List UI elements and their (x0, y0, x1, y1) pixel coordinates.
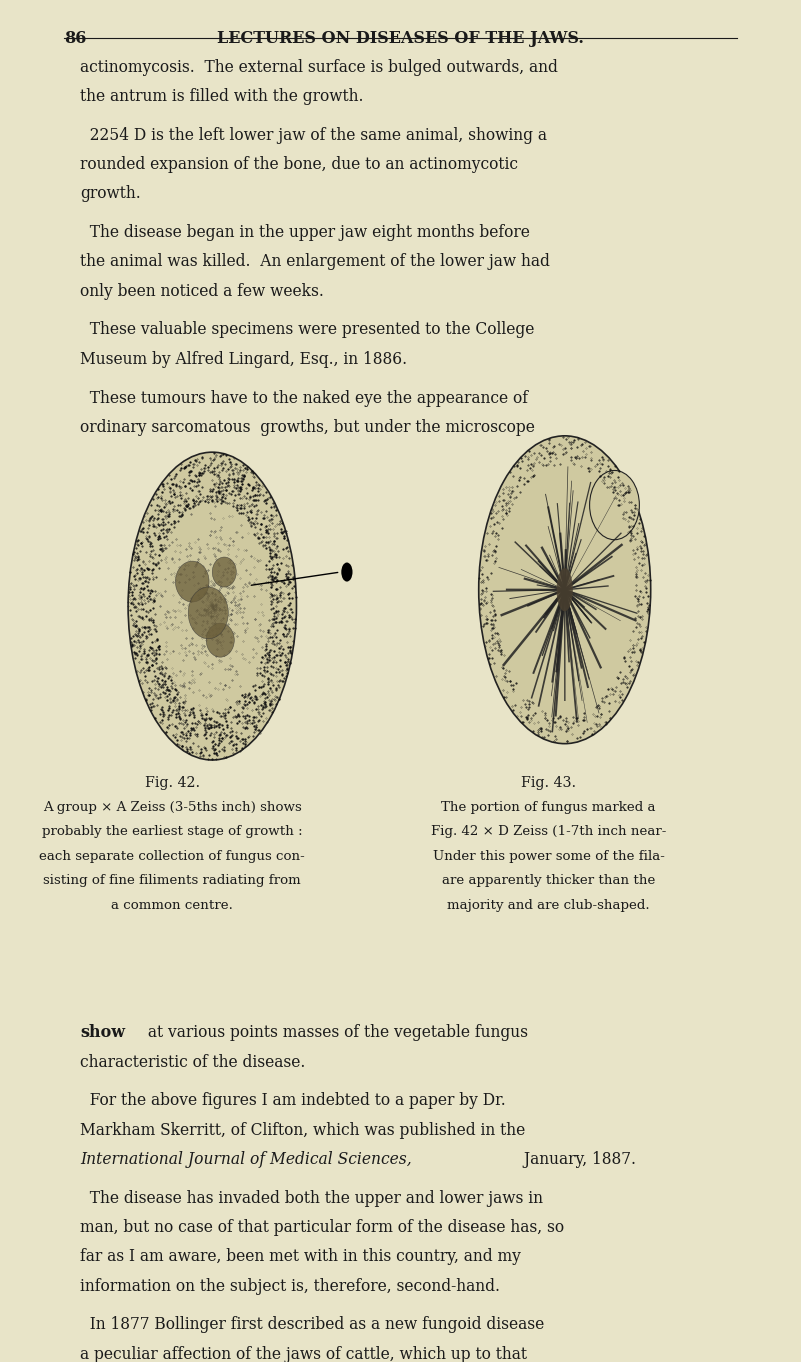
Text: growth.: growth. (80, 185, 141, 202)
Text: information on the subject is, therefore, second-hand.: information on the subject is, therefore… (80, 1278, 500, 1294)
Text: Fig. 42 × D Zeiss (1-7th inch near-: Fig. 42 × D Zeiss (1-7th inch near- (431, 825, 666, 839)
Text: Markham Skerritt, of Clifton, which was published in the: Markham Skerritt, of Clifton, which was … (80, 1122, 525, 1139)
Text: The portion of fungus marked a: The portion of fungus marked a (441, 801, 656, 814)
Text: sisting of fine filiments radiating from: sisting of fine filiments radiating from (43, 874, 301, 888)
Text: man, but no case of that particular form of the disease has, so: man, but no case of that particular form… (80, 1219, 564, 1235)
Text: 86: 86 (64, 30, 87, 46)
Text: majority and are club-shaped.: majority and are club-shaped. (448, 899, 650, 913)
Text: For the above figures I am indebted to a paper by Dr.: For the above figures I am indebted to a… (80, 1092, 506, 1109)
Text: The disease has invaded both the upper and lower jaws in: The disease has invaded both the upper a… (80, 1190, 543, 1207)
Text: January, 1887.: January, 1887. (519, 1151, 636, 1167)
Text: These valuable specimens were presented to the College: These valuable specimens were presented … (80, 321, 534, 338)
Text: Under this power some of the fila-: Under this power some of the fila- (433, 850, 665, 864)
Text: Fig. 43.: Fig. 43. (521, 776, 576, 790)
Text: far as I am aware, been met with in this country, and my: far as I am aware, been met with in this… (80, 1248, 521, 1265)
Text: These tumours have to the naked eye the appearance of: These tumours have to the naked eye the … (80, 390, 528, 406)
Text: at various points masses of the vegetable fungus: at various points masses of the vegetabl… (143, 1024, 528, 1041)
Text: only been noticed a few weeks.: only been noticed a few weeks. (80, 282, 324, 300)
Text: ordinary sarcomatous  growths, but under the microscope: ordinary sarcomatous growths, but under … (80, 418, 535, 436)
Text: LECTURES ON DISEASES OF THE JAWS.: LECTURES ON DISEASES OF THE JAWS. (217, 30, 584, 46)
Text: Museum by Alfred Lingard, Esq., in 1886.: Museum by Alfred Lingard, Esq., in 1886. (80, 350, 407, 368)
Text: International Journal of Medical Sciences,: International Journal of Medical Science… (80, 1151, 412, 1167)
Text: each separate collection of fungus con-: each separate collection of fungus con- (39, 850, 305, 864)
Text: actinomycosis.  The external surface is bulged outwards, and: actinomycosis. The external surface is b… (80, 59, 558, 75)
Text: a peculiar affection of the jaws of cattle, which up to that: a peculiar affection of the jaws of catt… (80, 1346, 527, 1362)
Text: rounded expansion of the bone, due to an actinomycotic: rounded expansion of the bone, due to an… (80, 155, 518, 173)
Circle shape (341, 563, 352, 582)
Ellipse shape (479, 436, 650, 744)
Ellipse shape (128, 452, 296, 760)
Ellipse shape (188, 587, 228, 639)
Text: 2254 D is the left lower jaw of the same animal, showing a: 2254 D is the left lower jaw of the same… (80, 127, 547, 143)
Ellipse shape (590, 470, 639, 539)
Text: In 1877 Bollinger first described as a new fungoid disease: In 1877 Bollinger first described as a n… (80, 1316, 545, 1333)
Text: A group × A Zeiss (3-5ths inch) shows: A group × A Zeiss (3-5ths inch) shows (42, 801, 302, 814)
Ellipse shape (557, 568, 573, 612)
Text: the animal was killed.  An enlargement of the lower jaw had: the animal was killed. An enlargement of… (80, 253, 550, 270)
Text: characteristic of the disease.: characteristic of the disease. (80, 1054, 305, 1071)
Text: the antrum is filled with the growth.: the antrum is filled with the growth. (80, 87, 364, 105)
Text: are apparently thicker than the: are apparently thicker than the (442, 874, 655, 888)
Text: a common centre.: a common centre. (111, 899, 233, 913)
Ellipse shape (175, 561, 209, 602)
Ellipse shape (212, 557, 236, 587)
Text: show: show (80, 1024, 125, 1041)
Ellipse shape (207, 622, 235, 658)
Text: Fig. 42.: Fig. 42. (145, 776, 199, 790)
Text: probably the earliest stage of growth :: probably the earliest stage of growth : (42, 825, 303, 839)
Text: The disease began in the upper jaw eight months before: The disease began in the upper jaw eight… (80, 223, 530, 241)
